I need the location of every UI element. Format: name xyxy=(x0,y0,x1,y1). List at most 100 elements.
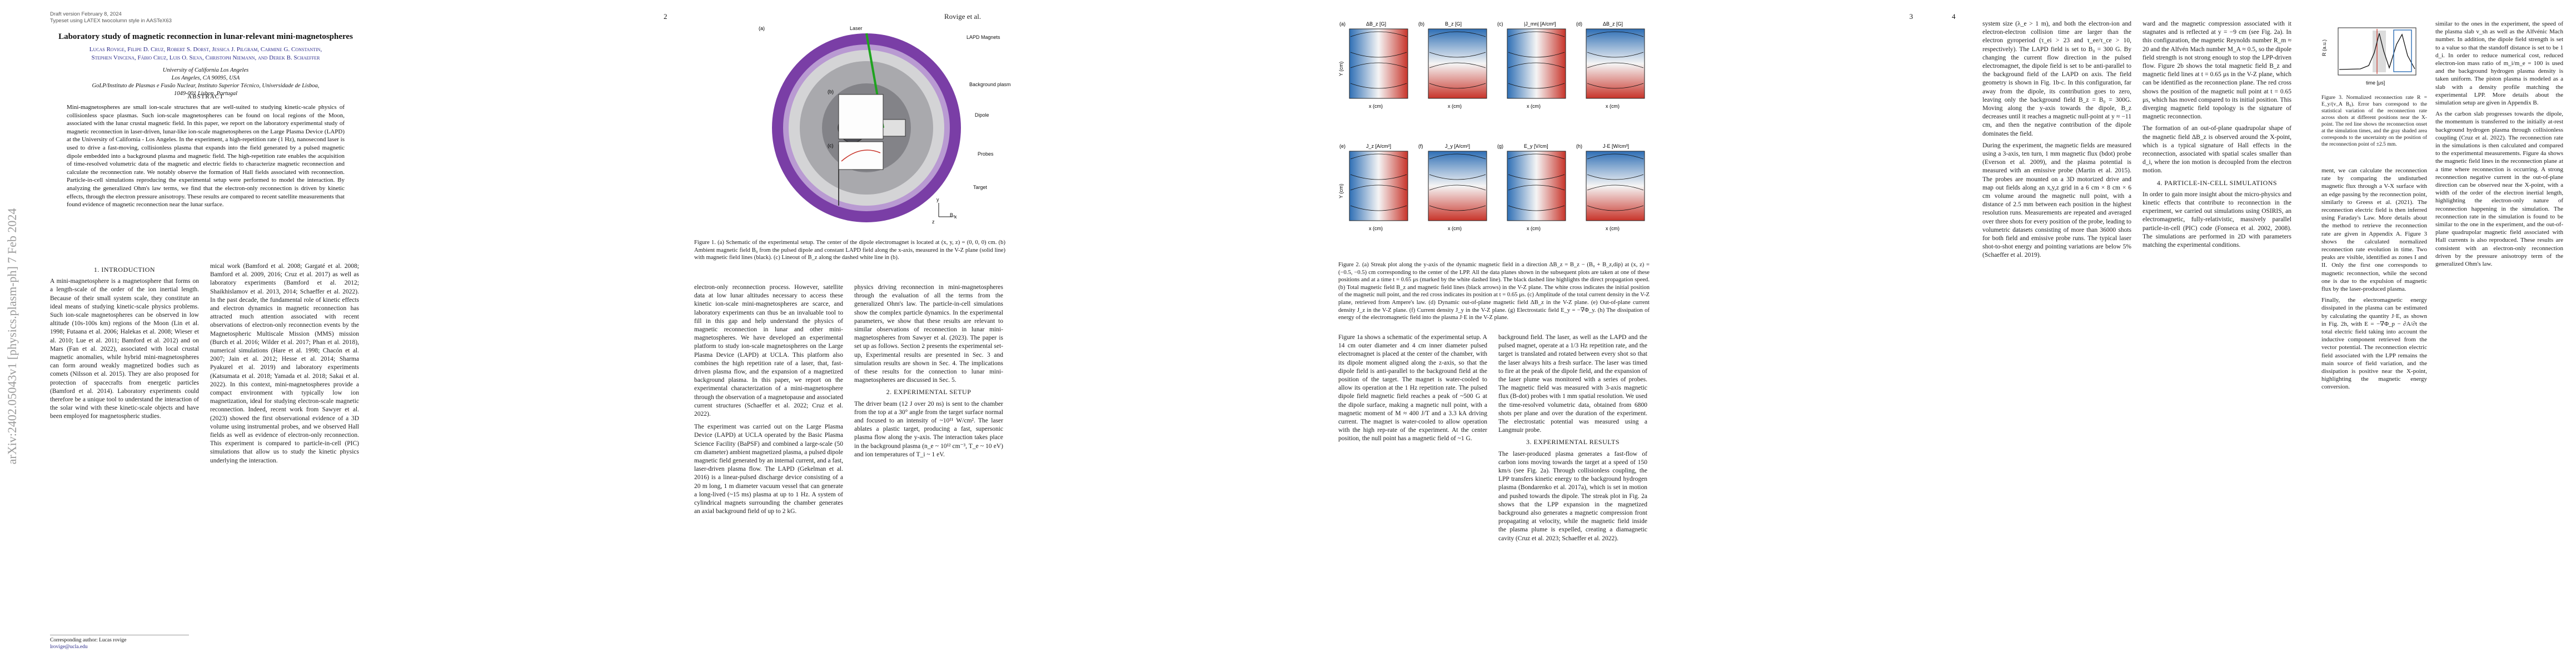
page4-paragraph-7: similar to the ones in the experiment, t… xyxy=(2435,21,2563,107)
field-line xyxy=(1429,205,1486,211)
affiliation-1-location: Los Angeles, CA 90095, USA xyxy=(171,75,240,81)
field-line xyxy=(1350,83,1407,89)
affiliations: University of California Los Angeles Los… xyxy=(50,67,361,98)
x-axis-label: x xyxy=(954,214,957,220)
field-line xyxy=(1429,52,1486,58)
setup-paragraph-2: The driver beam (12 J over 20 ns) is sen… xyxy=(854,400,1003,458)
intro-paragraph-1: A mini-magnetosphere is a magnetosphere … xyxy=(50,278,199,420)
author-email[interactable]: lrovige@ucla.edu xyxy=(50,644,88,650)
lapd-magnets-label: LAPD Magnets xyxy=(966,34,1000,40)
figure-2-caption: Figure 2. (a) Streak plot along the y-ax… xyxy=(1338,262,1650,321)
colormap-field xyxy=(1349,151,1408,221)
panel-xlabel: x (cm) xyxy=(1606,226,1620,231)
panel-xlabel: x (cm) xyxy=(1369,226,1383,231)
dipole-label: Dipole xyxy=(975,112,989,118)
colormap-field xyxy=(1428,28,1487,99)
setup-paragraph-1: The experiment was carried out on the La… xyxy=(694,424,843,515)
panel-title: J_y [A/cm²] xyxy=(1445,143,1470,149)
arxiv-identifier[interactable]: arXiv:2402.05043v1 [physics.plasm-ph] 7 … xyxy=(5,208,19,465)
page-2: 2 Rovige et al. (a) (b) (c) LAPD Magnets… xyxy=(644,0,1288,667)
pic-paragraph: In order to gain more insight about the … xyxy=(2142,191,2291,249)
colormap-field xyxy=(1586,28,1645,99)
field-line xyxy=(1429,185,1486,191)
field-line xyxy=(1429,62,1486,68)
page-number: 3 xyxy=(1909,12,1914,21)
field-line xyxy=(1587,62,1644,68)
field-line xyxy=(1350,185,1407,191)
setup-heading: 2. EXPERIMENTAL SETUP xyxy=(886,388,971,396)
panel-id-label: (b) xyxy=(1418,21,1424,27)
inset-panel-b xyxy=(838,94,884,140)
page4-column-1: system size (λ_e > 1 m), and both the el… xyxy=(1982,20,2131,260)
authors-line-1[interactable]: Lucas Rovige, Filipe D. Cruz, Robert S. … xyxy=(89,46,322,53)
field-line xyxy=(1587,153,1644,160)
figure-3-caption: Figure 3. Normalized reconnection rate R… xyxy=(2321,94,2427,147)
draft-version: Draft version February 8, 2024 xyxy=(50,11,122,17)
figure-2-panel-bottom-1: (f) J_y [A/cm²] x (cm) xyxy=(1418,143,1487,231)
panel-title: ΔB_z [G] xyxy=(1366,21,1386,27)
figure-2-panel-top-0: (a) ΔB_z [G] x (cm) Y (cm) xyxy=(1338,21,1408,109)
field-line xyxy=(1587,185,1644,191)
panel-id-label: (e) xyxy=(1339,143,1346,149)
page4-paragraph-3: ward and the magnetic compression associ… xyxy=(2142,21,2291,121)
field-line xyxy=(1587,174,1644,180)
panel-a-label: (a) xyxy=(759,26,765,31)
field-line xyxy=(1429,83,1486,89)
page4-column-3: ment, we can calculate the reconnection … xyxy=(2321,167,2427,391)
field-line xyxy=(1587,52,1644,58)
page-3: 3 (a) ΔB_z [G] x (cm) Y (cm) (b) B_z [G] x (cm… xyxy=(1288,0,1932,667)
field-line xyxy=(1508,52,1565,58)
field-line xyxy=(1350,174,1407,180)
page2-paragraph-1: electron-only reconnection process. Howe… xyxy=(694,284,843,418)
panel-xlabel: x (cm) xyxy=(1527,226,1541,231)
panel-id-label: (g) xyxy=(1497,143,1503,149)
figure-1-schematic: (a) (b) (c) LAPD Magnets Background plas… xyxy=(759,26,1011,225)
field-line xyxy=(1350,153,1407,160)
background-plasma-label: Background plasma xyxy=(969,82,1011,87)
page3-column-2: background field. The laser, as well as … xyxy=(1498,334,1647,543)
figure-2-panel-bottom-0: (e) J_z [A/cm²] x (cm) Y (cm) xyxy=(1338,143,1408,231)
colormap-field xyxy=(1428,151,1487,221)
page3-paragraph-1: Figure 1a shows a schematic of the exper… xyxy=(1338,334,1487,442)
page4-paragraph-5: ment, we can calculate the reconnection … xyxy=(2321,167,2427,293)
intro-paragraph-2: mical work (Bamford et al. 2008; Gargaté… xyxy=(210,263,359,464)
panel-ylabel: Y (cm) xyxy=(1338,184,1344,198)
intro-column-2: mical work (Bamford et al. 2008; Gargaté… xyxy=(210,262,359,465)
affiliation-2: GoLP/Instituto de Plasmas e Fusão Nuclea… xyxy=(92,83,320,89)
panel-title: B_z [G] xyxy=(1445,21,1462,27)
field-line xyxy=(1350,31,1407,37)
field-line xyxy=(1587,83,1644,89)
page4-column-4: similar to the ones in the experiment, t… xyxy=(2435,20,2563,268)
draft-header: Draft version February 8, 2024 Typeset u… xyxy=(50,11,172,24)
author-list[interactable]: Lucas Rovige, Filipe D. Cruz, Robert S. … xyxy=(50,46,361,62)
zone-ii-box xyxy=(2393,29,2412,72)
results-paragraph: The laser-produced plasma generates a fa… xyxy=(1498,450,1647,542)
page4-paragraph-8: As the carbon slab progresses towards th… xyxy=(2435,111,2563,268)
authors-line-2[interactable]: Stephen Vincena, Fábio Cruz, Luis O. Sil… xyxy=(91,54,320,61)
field-line xyxy=(1587,205,1644,211)
colormap-field xyxy=(1586,151,1645,221)
footnote: Corresponding author: Lucas rovige lrovi… xyxy=(50,635,189,650)
page2-column-1: electron-only reconnection process. Howe… xyxy=(694,283,843,516)
inset-panel-c xyxy=(838,141,884,170)
target-label: Target xyxy=(973,185,988,190)
figure-3-xlabel: time [μs] xyxy=(2366,80,2385,86)
page4-paragraph-1: system size (λ_e > 1 m), and both the el… xyxy=(1982,21,2131,137)
intro-column-1: 1. INTRODUCTION A mini-magnetosphere is … xyxy=(50,262,199,421)
probes-label: Probes xyxy=(978,151,994,157)
field-line xyxy=(1508,62,1565,68)
pic-heading: 4. PARTICLE-IN-CELL SIMULATIONS xyxy=(2156,178,2278,187)
bz-lineout-curve xyxy=(841,150,881,162)
laser-label: Laser xyxy=(850,26,863,31)
page-number: 2 xyxy=(664,12,667,21)
figure-2: (a) ΔB_z [G] x (cm) Y (cm) (b) B_z [G] x (cm)(… xyxy=(1338,20,1655,253)
field-line xyxy=(1508,174,1565,180)
panel-xlabel: x (cm) xyxy=(1448,103,1462,109)
panel-title: E_y [V/cm] xyxy=(1524,143,1548,149)
page2-column-2: physics driving reconnection in mini-mag… xyxy=(854,283,1003,459)
page3-paragraph-2: background field. The laser, as well as … xyxy=(1498,334,1647,434)
abstract-text: Mini-magnetospheres are small ion-scale … xyxy=(67,104,345,208)
figure-2-bottom-row: (e) J_z [A/cm²] x (cm) Y (cm) (f) J_y [A/cm²]… xyxy=(1338,142,1655,237)
page2-paragraph-2: physics driving reconnection in mini-mag… xyxy=(854,284,1003,384)
figure-2-panel-bottom-3: (h) J·E [W/cm³] x (cm) xyxy=(1576,143,1645,231)
